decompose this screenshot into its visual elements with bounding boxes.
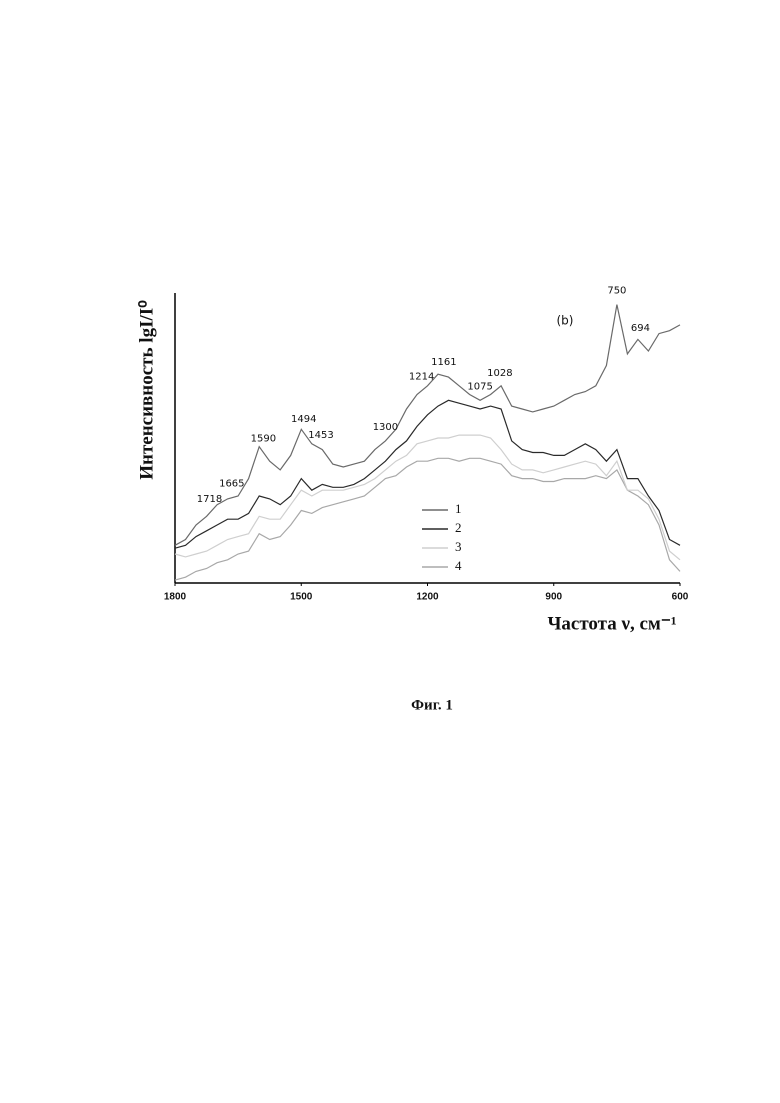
spectrum-line — [175, 400, 680, 548]
x-tick-label: 1200 — [416, 592, 439, 603]
x-tick-label: 1800 — [164, 592, 187, 603]
peak-label: 1718 — [197, 494, 222, 505]
legend-label: 3 — [455, 539, 462, 554]
legend-label: 1 — [455, 501, 462, 516]
peak-label: 1453 — [308, 430, 333, 441]
caption: Фиг. 1 — [411, 697, 453, 713]
spectrum-line — [175, 435, 680, 560]
peak-label: 1590 — [251, 434, 276, 445]
page: Интенсивность lgI/I⁰ Частота ν, см⁻¹ Фиг… — [0, 0, 780, 1103]
peak-label: 1665 — [219, 479, 244, 490]
spectrum-line — [175, 458, 680, 580]
peak-label: 750 — [607, 286, 626, 297]
peak-label: 1300 — [373, 422, 398, 433]
x-tick-label: 900 — [545, 592, 562, 603]
annotation: (b) — [557, 314, 574, 328]
legend-label: 2 — [455, 520, 462, 535]
peak-label: 694 — [631, 323, 650, 334]
peak-label: 1161 — [431, 357, 456, 368]
peak-label: 1214 — [409, 372, 434, 383]
peak-label: 1494 — [291, 414, 316, 425]
x-axis-label: Частота ν, см⁻¹ — [547, 613, 676, 634]
peak-label: 1075 — [467, 381, 492, 392]
legend-label: 4 — [455, 558, 462, 573]
x-tick-label: 1500 — [290, 592, 313, 603]
x-tick-label: 600 — [672, 592, 689, 603]
y-axis-label: Интенсивность lgI/I⁰ — [136, 300, 157, 480]
peak-label: 1028 — [487, 368, 512, 379]
